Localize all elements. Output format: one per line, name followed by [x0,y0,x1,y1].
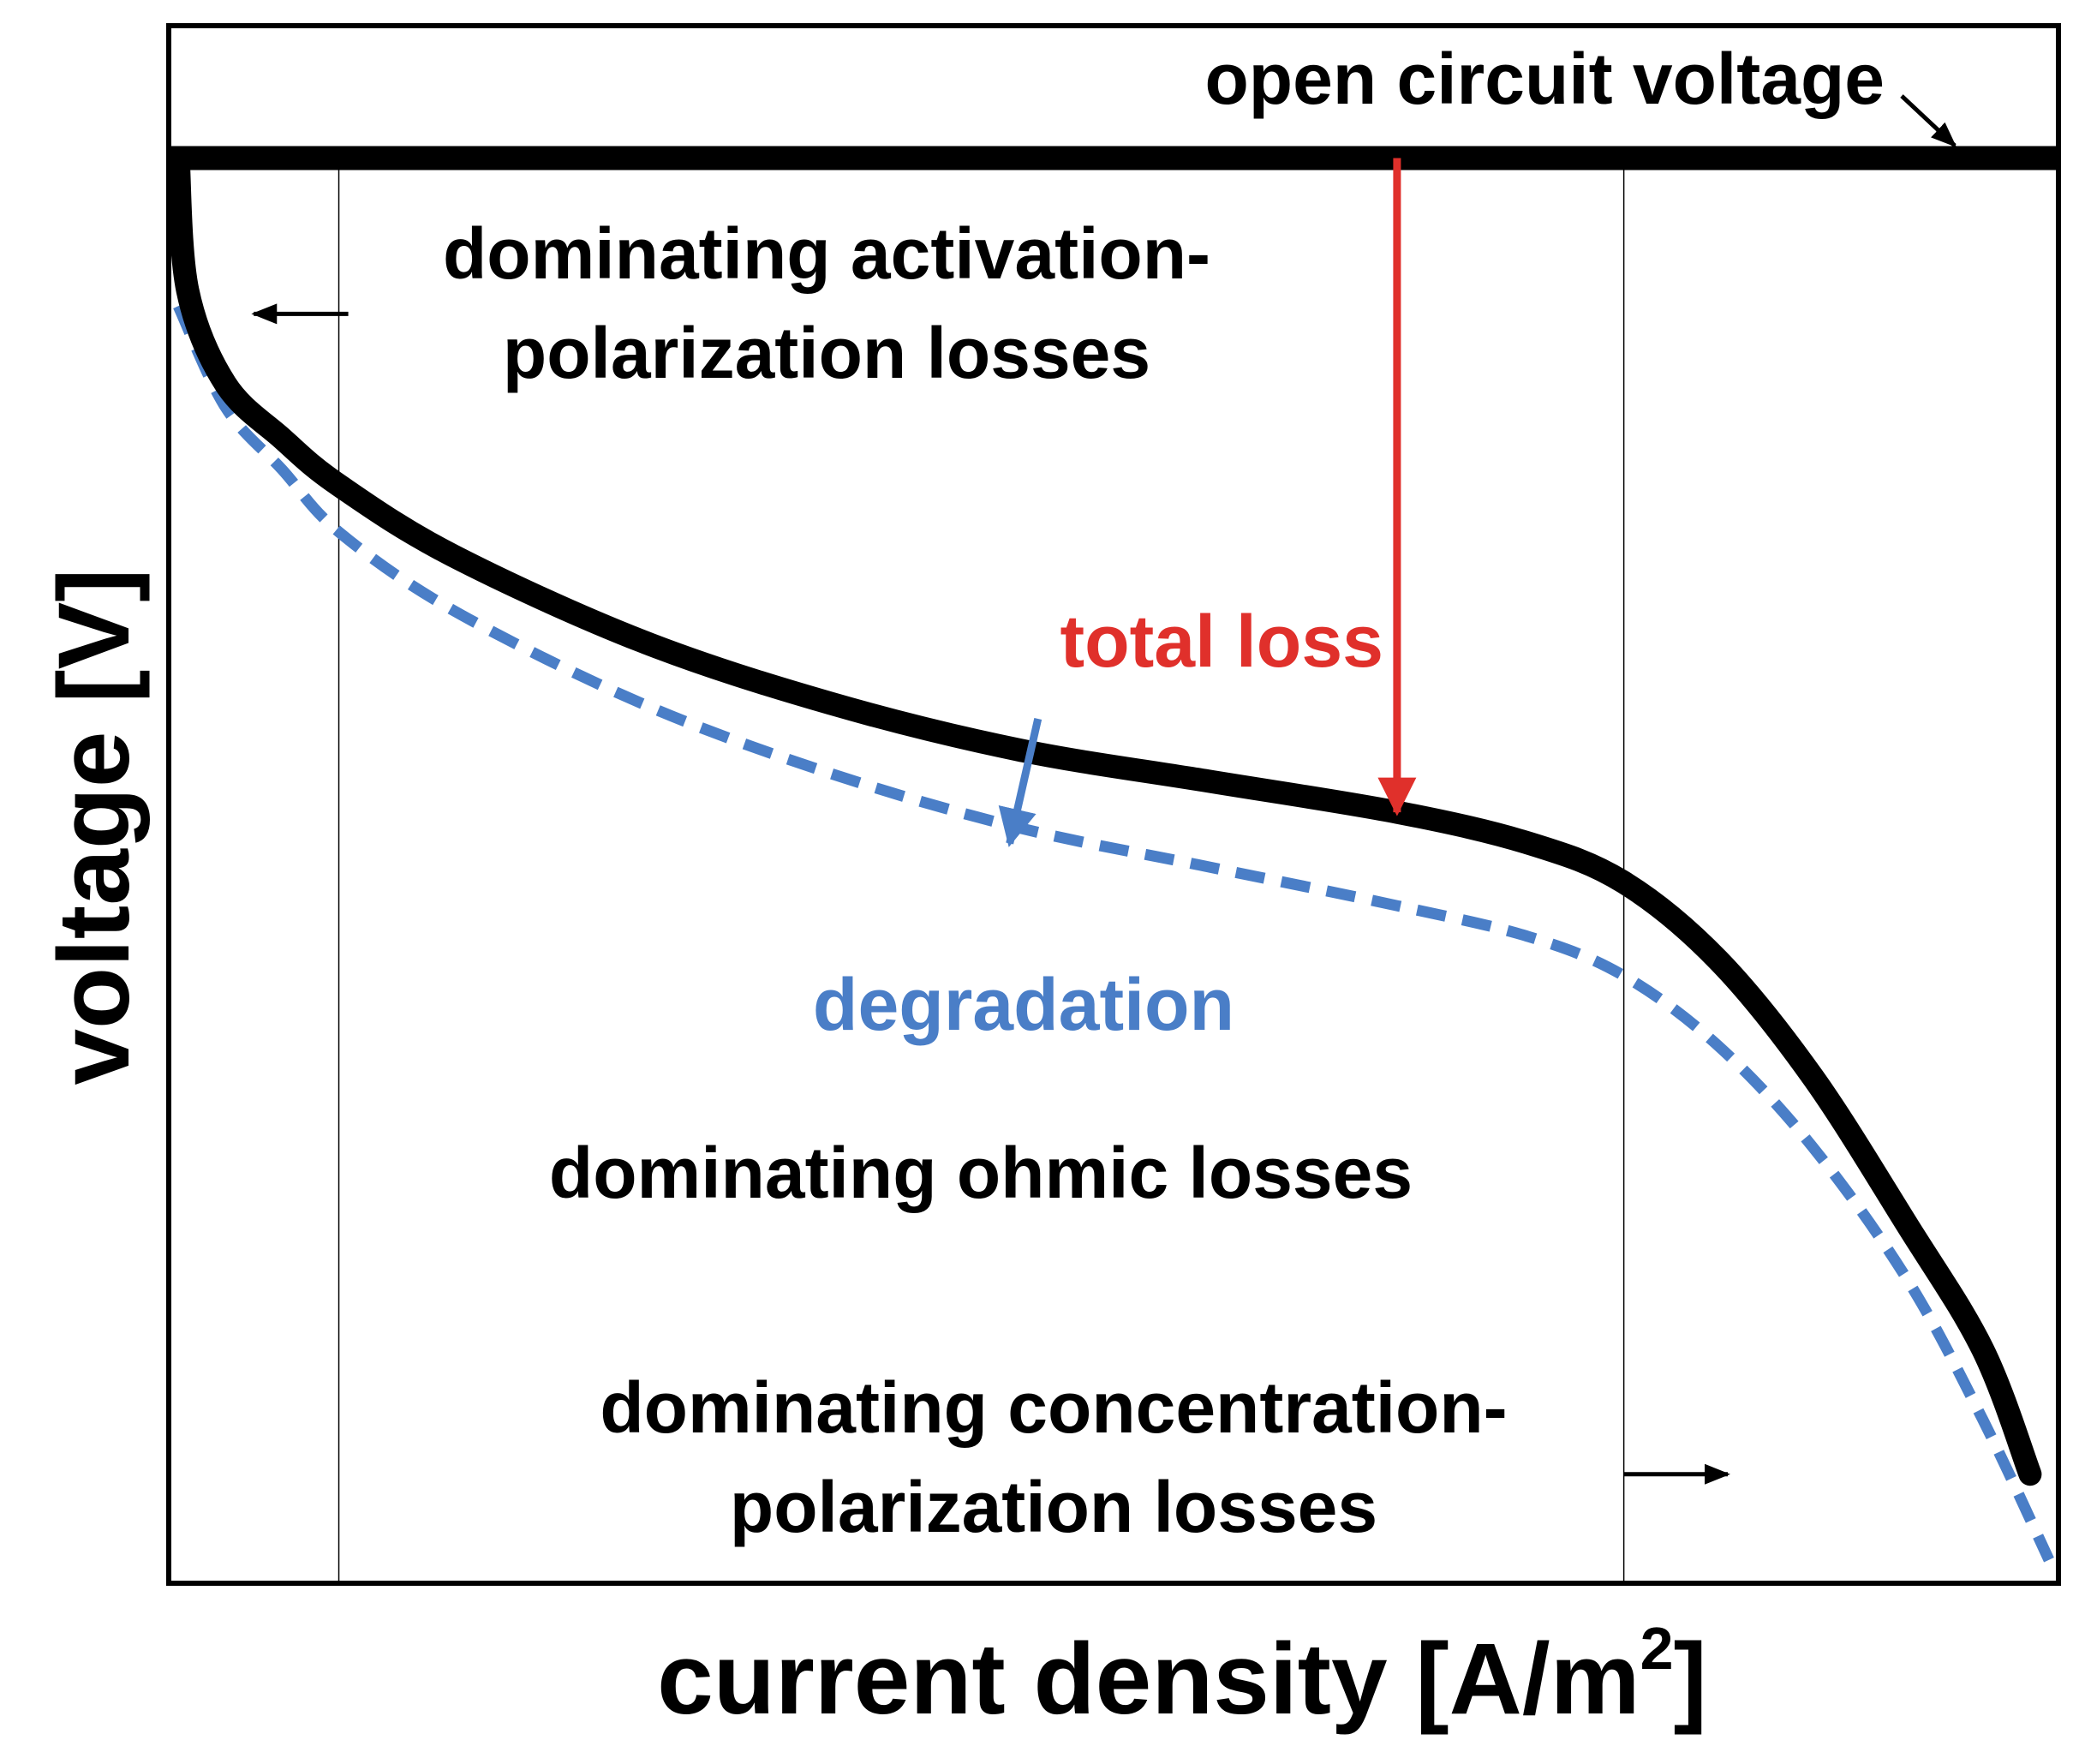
open-circuit-voltage-arrow [1900,94,1957,148]
activation-label-line2: polarization losses [503,313,1150,393]
plot-frame [166,23,2061,1586]
degraded-polarization-curve [173,303,2054,1563]
x-axis-label-superscript: 2 [1640,1615,1674,1682]
initial-polarization-curve [166,147,2042,1486]
degradation-arrow [998,718,1042,847]
activation-label-line1: dominating activation- [443,213,1210,294]
x-axis-label-suffix: ] [1674,1623,1707,1736]
concentration-label-line2: polarization losses [730,1467,1377,1547]
concentration-label-line1: dominating concentration- [600,1367,1507,1448]
x-axis-label: current density [A/m2] [657,1615,1707,1736]
ocv-label: open circuit voltage [1205,39,1885,119]
ohmic-label: dominating ohmic losses [549,1133,1413,1213]
y-axis-label: voltage [V] [38,568,151,1085]
degradation-label: degradation [813,964,1234,1046]
total-loss-label: total loss [1060,601,1383,683]
x-axis-label-main: current density [A/m [657,1623,1640,1736]
